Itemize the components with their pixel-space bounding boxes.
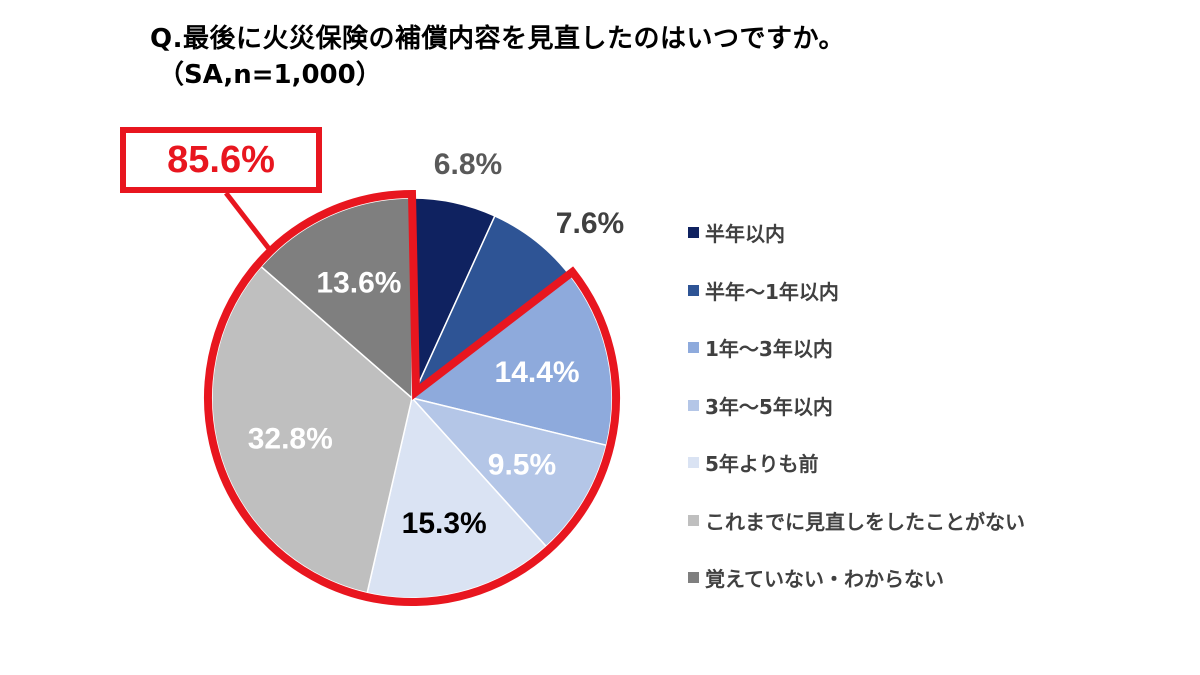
- chart-subtitle: （SA,n=1,000）: [158, 60, 382, 90]
- data-label: 14.4%: [495, 356, 580, 389]
- pie-slice: [410, 273, 613, 447]
- data-label: 13.6%: [316, 267, 401, 300]
- data-label: 7.6%: [556, 207, 624, 240]
- legend-label: これまでに見直しをしたことがない: [705, 509, 1025, 534]
- legend-swatch: [688, 342, 699, 354]
- legend-item: 半年〜1年以内: [688, 262, 1025, 320]
- legend-label: 1年〜3年以内: [705, 337, 833, 362]
- legend-item: 1年〜3年以内: [688, 319, 1025, 377]
- legend-label: 半年以内: [705, 222, 785, 247]
- legend-label: 3年〜5年以内: [705, 394, 833, 419]
- highlight-outline: [204, 189, 620, 606]
- pie-slice: [409, 396, 608, 548]
- legend-swatch: [688, 284, 699, 296]
- pie-slice: [366, 396, 548, 599]
- legend-swatch: [688, 514, 699, 526]
- chart-legend: 半年以内半年〜1年以内 1年〜3年以内 3年〜5年以内 5年よりも前これまでに見直しを…: [688, 204, 1025, 607]
- legend-swatch: [688, 457, 699, 469]
- legend-label: 半年〜1年以内: [705, 279, 839, 304]
- legend-item: 覚えていない・わからない: [688, 549, 1025, 607]
- legend-item: これまでに見直しをしたことがない: [688, 492, 1025, 550]
- highlight-callout-value: 85.6%: [167, 138, 275, 181]
- chart-title: Q.最後に火災保険の補償内容を見直したのはいつですか。: [150, 24, 845, 54]
- callout-connector-line: [224, 191, 272, 252]
- legend-swatch: [688, 572, 699, 584]
- data-label: 15.3%: [402, 507, 487, 540]
- legend-swatch: [688, 227, 699, 239]
- highlight-callout-box: 85.6%: [120, 127, 322, 193]
- legend-item: 半年以内: [688, 204, 1025, 262]
- data-label: 6.8%: [434, 148, 502, 181]
- legend-label: 覚えていない・わからない: [705, 567, 944, 592]
- legend-item: 3年〜5年以内: [688, 377, 1025, 435]
- legend-label: 5年よりも前: [705, 452, 819, 477]
- data-label: 32.8%: [248, 423, 333, 456]
- data-label: 9.5%: [488, 449, 556, 482]
- legend-item: 5年よりも前: [688, 434, 1025, 492]
- pie-slice: [260, 197, 413, 400]
- pie-slice: [211, 265, 413, 594]
- legend-swatch: [688, 399, 699, 411]
